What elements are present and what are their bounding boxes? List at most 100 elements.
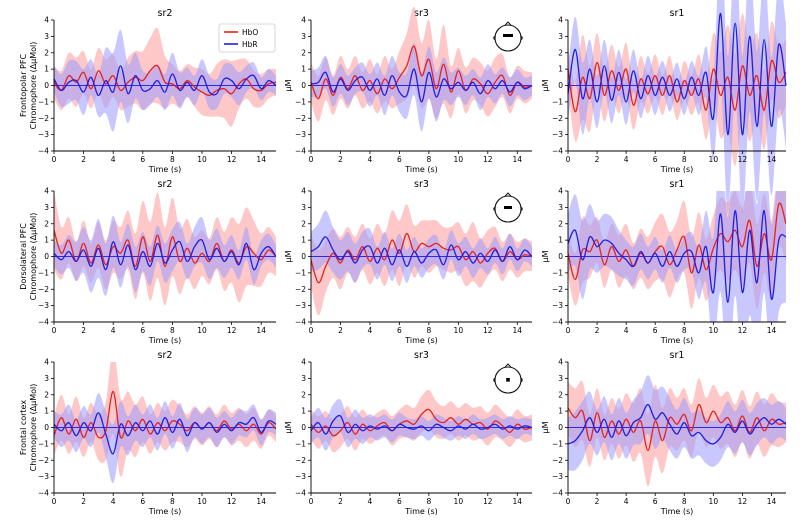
head-sensor-icon bbox=[493, 363, 523, 394]
y-tick-label: −4 bbox=[38, 147, 49, 156]
hbr-mean-line bbox=[568, 209, 786, 304]
x-tick-label: 4 bbox=[368, 326, 373, 335]
x-tick-label: 0 bbox=[309, 326, 314, 335]
x-tick-label: 10 bbox=[197, 497, 207, 506]
row-label-quantity: Chromophore (ΔµMol) bbox=[29, 384, 38, 472]
sensor-patch bbox=[506, 378, 510, 382]
x-tick-label: 14 bbox=[256, 497, 266, 506]
y-tick-label: −3 bbox=[38, 130, 49, 139]
x-axis-title: Time (s) bbox=[148, 336, 182, 345]
y-tick-label: 2 bbox=[558, 219, 563, 228]
head-left-ear bbox=[493, 206, 496, 212]
x-tick-label: 6 bbox=[653, 326, 658, 335]
hbr-mean-line bbox=[310, 68, 533, 103]
plot-area bbox=[53, 27, 277, 132]
y-tick-label: −3 bbox=[552, 301, 563, 310]
hbr-confidence-band bbox=[54, 393, 276, 484]
y-tick-label: 3 bbox=[44, 203, 49, 212]
x-tick-label: 6 bbox=[397, 497, 402, 506]
hbr-confidence-band bbox=[568, 375, 786, 471]
y-tick-label: 1 bbox=[301, 65, 306, 74]
x-tick-label: 2 bbox=[81, 326, 86, 335]
x-tick-label: 0 bbox=[52, 326, 57, 335]
y-tick-label: 4 bbox=[558, 358, 563, 367]
x-tick-label: 12 bbox=[483, 155, 493, 164]
x-tick-label: 4 bbox=[624, 497, 629, 506]
y-tick-label: −3 bbox=[38, 301, 49, 310]
x-tick-label: 4 bbox=[111, 155, 116, 164]
y-axis-title: µM bbox=[284, 421, 293, 433]
y-tick-label: −2 bbox=[38, 285, 49, 294]
x-axis-title: Time (s) bbox=[660, 336, 694, 345]
head-left-ear bbox=[493, 377, 496, 383]
plot-area bbox=[568, 191, 786, 322]
y-tick-label: 2 bbox=[558, 390, 563, 399]
head-left-ear bbox=[493, 35, 496, 41]
y-tick-label: 1 bbox=[44, 407, 49, 416]
y-tick-label: 0 bbox=[44, 252, 49, 261]
y-tick-label: −4 bbox=[295, 147, 306, 156]
plot-area bbox=[311, 204, 532, 316]
sensor-patch bbox=[503, 34, 513, 37]
x-tick-label: 6 bbox=[140, 497, 145, 506]
y-axis-title: µM bbox=[284, 250, 293, 262]
hbr-mean-line bbox=[54, 238, 276, 271]
y-tick-label: −2 bbox=[38, 114, 49, 123]
x-tick-label: 10 bbox=[709, 155, 719, 164]
y-tick-label: −1 bbox=[295, 439, 306, 448]
x-tick-label: 8 bbox=[170, 326, 175, 335]
y-tick-label: −1 bbox=[295, 268, 306, 277]
x-tick-label: 6 bbox=[397, 326, 402, 335]
x-tick-label: 12 bbox=[483, 326, 493, 335]
y-tick-label: −4 bbox=[552, 147, 563, 156]
head-nose bbox=[504, 192, 512, 197]
x-tick-label: 6 bbox=[397, 155, 402, 164]
plot-area bbox=[567, 0, 787, 214]
y-tick-label: −1 bbox=[295, 97, 306, 106]
x-tick-label: 8 bbox=[682, 155, 687, 164]
x-tick-label: 12 bbox=[483, 497, 493, 506]
x-tick-label: 10 bbox=[197, 326, 207, 335]
y-tick-label: 3 bbox=[558, 203, 563, 212]
x-axis-title: Time (s) bbox=[404, 507, 438, 516]
x-tick-label: 8 bbox=[170, 497, 175, 506]
y-tick-label: 4 bbox=[44, 187, 49, 196]
y-tick-label: 3 bbox=[44, 374, 49, 383]
y-tick-label: 1 bbox=[301, 407, 306, 416]
y-tick-label: −1 bbox=[38, 268, 49, 277]
y-tick-label: −1 bbox=[552, 97, 563, 106]
x-axis-title: Time (s) bbox=[148, 507, 182, 516]
hbo-mean-line bbox=[54, 230, 276, 267]
y-tick-label: 4 bbox=[44, 16, 49, 25]
panel-title: sr2 bbox=[158, 8, 173, 19]
panel-title: sr2 bbox=[158, 179, 173, 190]
row-label-quantity: Chromophore (ΔµMol) bbox=[29, 42, 38, 130]
y-tick-label: 3 bbox=[301, 203, 306, 212]
x-tick-label: 0 bbox=[52, 497, 57, 506]
hbr-mean-line bbox=[311, 236, 532, 267]
head-right-ear bbox=[520, 35, 523, 41]
x-tick-label: 12 bbox=[227, 155, 237, 164]
y-tick-label: 0 bbox=[558, 423, 563, 432]
x-tick-label: 10 bbox=[454, 497, 464, 506]
y-axis-title: µM bbox=[541, 79, 550, 91]
y-axis-title: µM bbox=[541, 250, 550, 262]
hbo-mean-line bbox=[568, 403, 786, 452]
head-outline bbox=[494, 24, 522, 52]
x-tick-label: 4 bbox=[624, 155, 629, 164]
y-tick-label: 0 bbox=[301, 423, 306, 432]
x-tick-label: 12 bbox=[738, 155, 748, 164]
x-tick-label: 0 bbox=[309, 497, 314, 506]
x-tick-label: 4 bbox=[368, 497, 373, 506]
y-tick-label: −4 bbox=[552, 489, 563, 498]
y-tick-label: 0 bbox=[44, 81, 49, 90]
plot-area bbox=[310, 6, 533, 132]
row-label-region: Frontopolar PFC bbox=[19, 54, 28, 117]
head-right-ear bbox=[520, 206, 523, 212]
plot-area bbox=[568, 375, 786, 487]
y-tick-label: −4 bbox=[295, 489, 306, 498]
